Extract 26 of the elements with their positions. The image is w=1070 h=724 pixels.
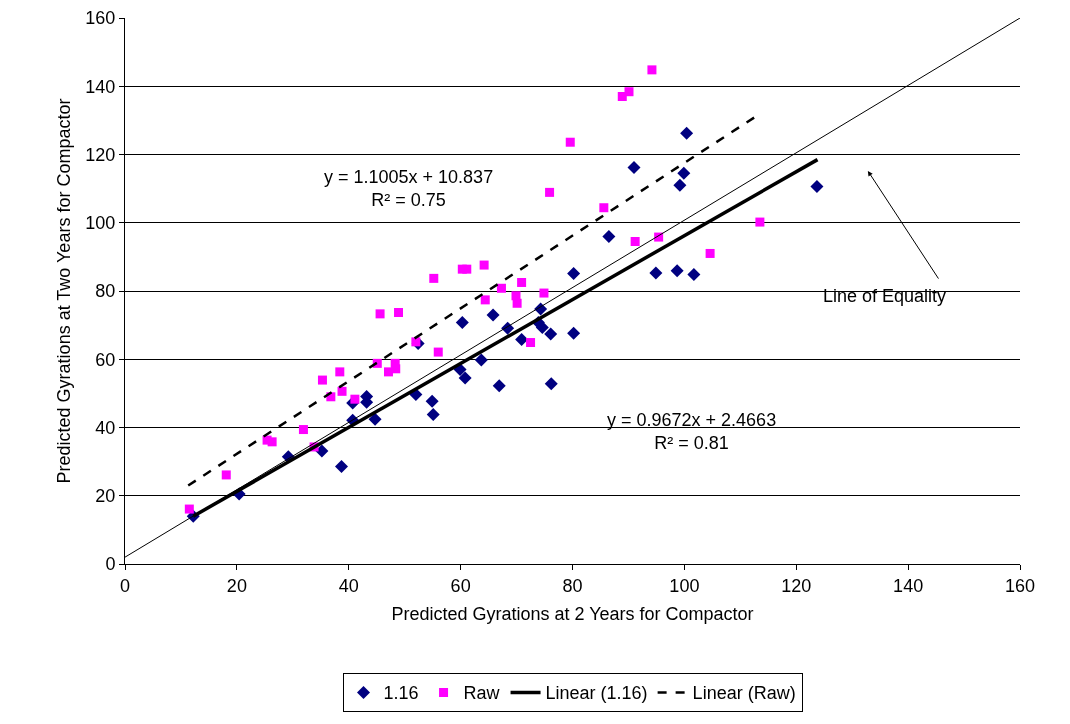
y-tick-label: 0	[105, 554, 116, 575]
legend-label: 1.16	[383, 683, 419, 704]
y-tick-label: 120	[85, 144, 116, 165]
x-tick-label: 80	[562, 575, 583, 596]
x-tick-label: 0	[119, 575, 131, 596]
legend-label: Linear (Raw)	[692, 683, 796, 704]
x-tick-label: 120	[781, 575, 812, 596]
annotation: y = 1.1005x + 10.837 R² = 0.75	[324, 167, 494, 211]
y-tick-label: 40	[95, 417, 116, 438]
y-tick-label: 140	[85, 76, 116, 97]
x-axis-title: Predicted Gyrations at 2 Years for Compactor	[391, 603, 754, 624]
legend-label: Raw	[463, 683, 501, 704]
x-tick-label: 160	[1004, 575, 1036, 596]
y-tick-label: 20	[95, 486, 116, 507]
x-tick-label: 20	[226, 575, 247, 596]
legend-label: Linear (1.16)	[545, 683, 648, 704]
annotation: Line of Equality	[823, 286, 947, 306]
x-tick-label: 60	[450, 575, 471, 596]
y-tick-label: 60	[95, 349, 116, 370]
y-tick-label: 80	[95, 281, 116, 302]
x-tick-label: 100	[669, 575, 700, 596]
x-tick-label: 140	[893, 575, 924, 596]
y-tick-label: 100	[85, 213, 116, 234]
y-tick-label: 160	[85, 8, 116, 29]
x-tick-label: 40	[338, 575, 359, 596]
y-axis-title: Predicted Gyrations at Two Years for Compactor	[53, 98, 74, 484]
